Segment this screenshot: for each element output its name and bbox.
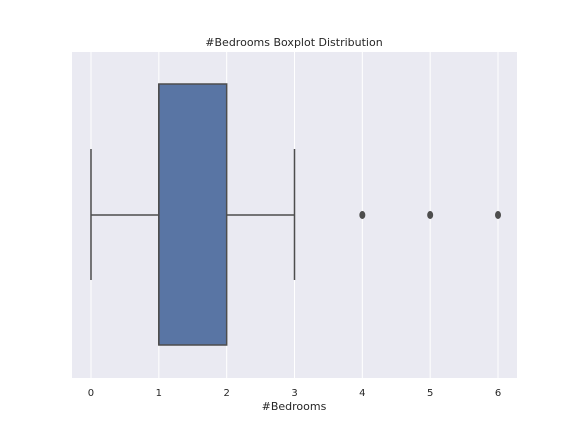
iqr-box bbox=[158, 83, 228, 346]
outlier-point-4 bbox=[359, 210, 366, 219]
outlier-point-5 bbox=[427, 210, 434, 219]
box-layer bbox=[90, 83, 296, 346]
x-tick-label-1: 1 bbox=[156, 388, 162, 399]
x-tick-label-2: 2 bbox=[223, 388, 229, 399]
tick-labels: 0 1 2 3 4 5 6 bbox=[88, 388, 501, 399]
x-tick-label-3: 3 bbox=[291, 388, 297, 399]
x-axis-label: #Bedrooms bbox=[262, 400, 327, 413]
x-tick-label-5: 5 bbox=[427, 388, 433, 399]
x-tick-label-6: 6 bbox=[495, 388, 501, 399]
outlier-point-6 bbox=[495, 210, 502, 219]
x-tick-label-0: 0 bbox=[88, 388, 94, 399]
x-tick-label-4: 4 bbox=[359, 388, 365, 399]
outlier-layer bbox=[359, 210, 502, 219]
chart-title: #Bedrooms Boxplot Distribution bbox=[205, 36, 382, 49]
